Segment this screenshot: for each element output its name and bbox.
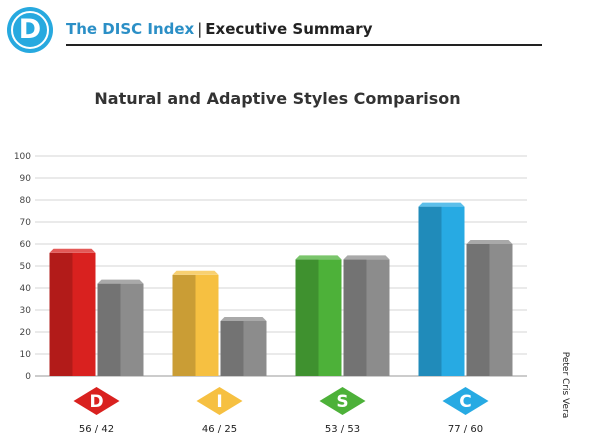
natural-bar-s [295, 255, 342, 376]
adaptive-bar-s-front-face [366, 259, 390, 376]
y-tick-label: 20 [20, 328, 32, 338]
natural-bar-s-left-face [295, 259, 319, 376]
natural-bar-i-front-face [195, 274, 219, 376]
category-letter-i: I [216, 392, 222, 412]
category-letter-d: D [89, 392, 103, 412]
natural-bar-i [172, 270, 219, 376]
category-letter-c: C [459, 392, 471, 412]
adaptive-bar-s [343, 255, 390, 376]
page-title: The DISC Index | Executive Summary [66, 20, 372, 38]
disc-logo-icon: D [7, 7, 53, 53]
adaptive-bar-c [466, 240, 513, 376]
category-label-d: 56 / 42 [79, 424, 114, 435]
natural-bar-s-front-face [318, 259, 342, 376]
diamond-c-icon [442, 387, 489, 415]
adaptive-bar-d-top-face [97, 279, 144, 284]
title-separator: | [197, 20, 203, 38]
y-tick-label: 50 [20, 262, 32, 272]
adaptive-bar-d-left-face [97, 283, 121, 376]
y-tick-label: 90 [20, 174, 32, 184]
category-label-i: 46 / 25 [202, 424, 237, 435]
section-name: Executive Summary [205, 20, 373, 38]
diamond-i-icon [196, 387, 243, 415]
y-tick-label: 0 [25, 372, 31, 382]
side-credit: Peter Cris Vera [556, 351, 570, 422]
natural-bar-d-left-face [49, 252, 73, 376]
adaptive-bar-s-top-face [343, 255, 390, 260]
natural-bar-c-top-face [418, 202, 465, 207]
y-tick-label: 30 [20, 306, 32, 316]
adaptive-bar-i-front-face [243, 321, 267, 376]
chart-title: Natural and Adaptive Styles Comparison [94, 89, 461, 108]
natural-bar-d [49, 248, 96, 376]
adaptive-bar-c-left-face [466, 244, 490, 376]
adaptive-bar-d [97, 279, 144, 376]
category-label-c: 77 / 60 [448, 424, 483, 435]
y-tick-label: 40 [20, 284, 32, 294]
diamond-d-icon [73, 387, 120, 415]
natural-bar-i-top-face [172, 270, 219, 275]
diamond-s-icon [319, 387, 366, 415]
adaptive-bar-i-top-face [220, 317, 267, 321]
adaptive-bar-i [220, 317, 267, 376]
adaptive-bar-c-top-face [466, 240, 513, 244]
credit-text: Peter Cris Vera [560, 351, 570, 419]
y-tick-label: 80 [20, 196, 32, 206]
adaptive-bar-i-left-face [220, 321, 244, 376]
category-label-s: 53 / 53 [325, 424, 360, 435]
natural-bar-d-top-face [49, 248, 96, 253]
header: D The DISC Index | Executive Summary [0, 0, 615, 64]
natural-bar-c-front-face [441, 206, 465, 376]
y-tick-label: 10 [20, 350, 32, 360]
natural-bar-i-left-face [172, 274, 196, 376]
adaptive-bar-d-front-face [120, 283, 144, 376]
adaptive-bar-s-left-face [343, 259, 367, 376]
y-tick-label: 100 [14, 152, 31, 162]
natural-bar-s-top-face [295, 255, 342, 260]
y-tick-label: 70 [20, 218, 32, 228]
category-letter-s: S [336, 392, 348, 412]
natural-bar-d-front-face [72, 252, 96, 376]
header-divider [66, 44, 542, 46]
brand-name: The DISC Index [66, 20, 195, 38]
y-tick-label: 60 [20, 240, 32, 250]
logo-letter: D [11, 11, 49, 49]
adaptive-bar-c-front-face [489, 244, 513, 376]
natural-bar-c-left-face [418, 206, 442, 376]
natural-bar-c [418, 202, 465, 376]
